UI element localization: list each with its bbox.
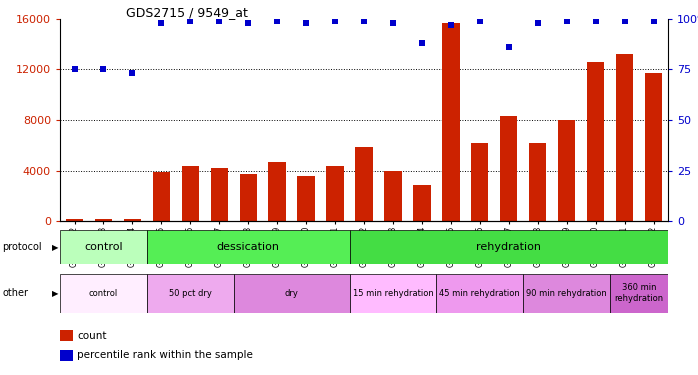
Bar [234, 274, 350, 313]
Point [243, 20, 254, 26]
Text: rehydration: rehydration [476, 242, 541, 252]
Bar [60, 274, 147, 313]
Bar [350, 230, 668, 264]
Point [445, 22, 456, 28]
Point [648, 18, 659, 24]
Point [329, 18, 341, 24]
Text: dessication: dessication [216, 242, 280, 252]
Text: count: count [77, 331, 107, 340]
Point [532, 20, 543, 26]
Bar [385, 171, 401, 221]
Text: 45 min rehydration: 45 min rehydration [440, 289, 520, 298]
Bar [147, 230, 350, 264]
Point [301, 20, 312, 26]
Text: protocol: protocol [2, 242, 42, 252]
Bar [60, 230, 147, 264]
Bar [529, 143, 547, 221]
Bar [610, 274, 668, 313]
Text: 90 min rehydration: 90 min rehydration [526, 289, 607, 298]
Bar [327, 166, 343, 221]
Point [474, 18, 485, 24]
Bar [297, 176, 315, 221]
Point [590, 18, 601, 24]
Point [416, 40, 427, 46]
Bar [239, 174, 257, 221]
Text: 360 min
rehydration: 360 min rehydration [614, 284, 664, 303]
Text: control: control [89, 289, 118, 298]
Bar [269, 162, 286, 221]
Bar [471, 143, 489, 221]
Point [503, 44, 514, 50]
Text: 15 min rehydration: 15 min rehydration [352, 289, 433, 298]
Bar [645, 73, 662, 221]
Text: other: other [2, 288, 28, 298]
Bar [587, 62, 604, 221]
Bar [558, 120, 575, 221]
Bar [442, 22, 459, 221]
Bar [124, 219, 141, 221]
Point [387, 20, 399, 26]
Point [561, 18, 572, 24]
Point [156, 20, 167, 26]
Bar [181, 166, 199, 221]
Bar [211, 168, 228, 221]
Text: GDS2715 / 9549_at: GDS2715 / 9549_at [126, 6, 248, 19]
Bar [524, 274, 610, 313]
Bar [500, 116, 517, 221]
Bar [350, 274, 436, 313]
Point [69, 66, 80, 72]
Bar [616, 54, 633, 221]
Point [214, 18, 225, 24]
Point [185, 18, 196, 24]
Point [619, 18, 630, 24]
Text: ▶: ▶ [52, 243, 59, 252]
Bar [413, 184, 431, 221]
Point [272, 18, 283, 24]
Bar [147, 274, 234, 313]
Text: 50 pct dry: 50 pct dry [169, 289, 211, 298]
Point [98, 66, 109, 72]
Text: percentile rank within the sample: percentile rank within the sample [77, 350, 253, 360]
Bar [153, 172, 170, 221]
Bar [436, 274, 524, 313]
Point [358, 18, 369, 24]
Bar [355, 147, 373, 221]
Text: dry: dry [285, 289, 299, 298]
Bar [95, 219, 112, 221]
Text: ▶: ▶ [52, 289, 59, 298]
Point [127, 70, 138, 76]
Text: control: control [84, 242, 123, 252]
Bar [66, 219, 83, 221]
